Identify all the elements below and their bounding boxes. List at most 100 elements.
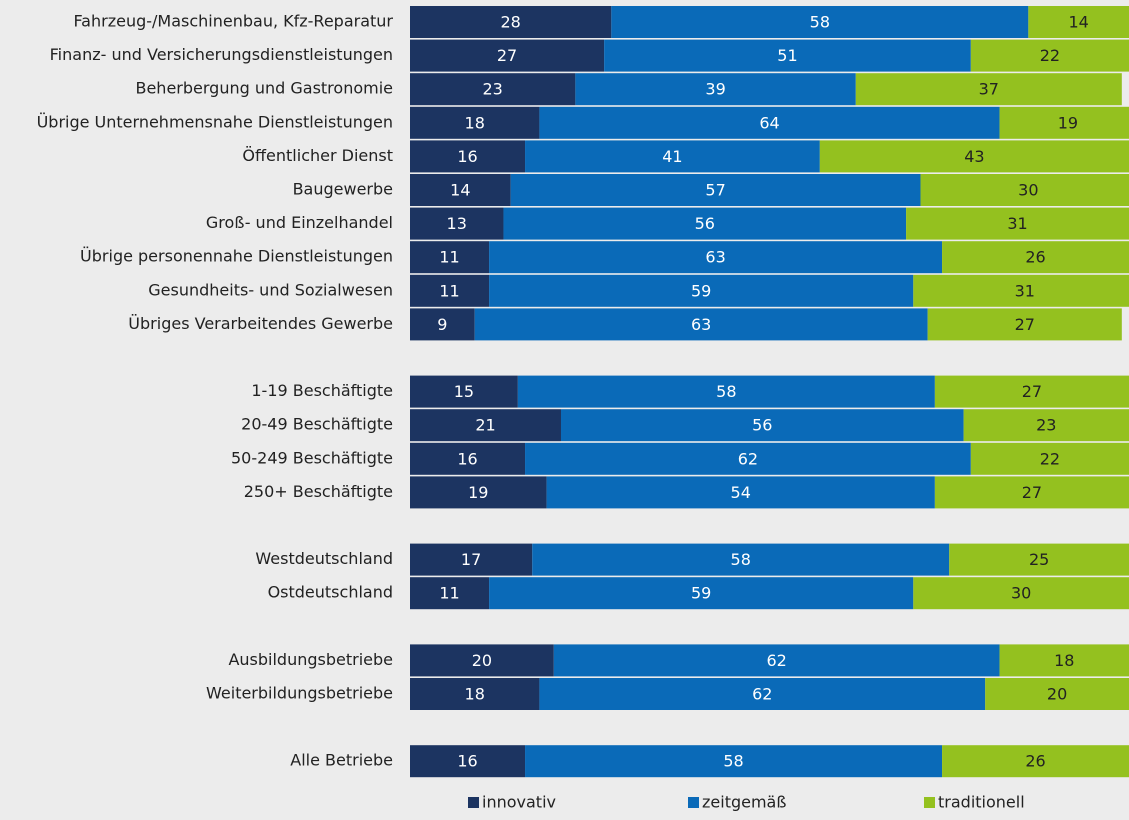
bar-segment (410, 241, 490, 274)
data-label: 15 (454, 382, 474, 401)
bar-segment (949, 543, 1129, 576)
data-label: 30 (1018, 181, 1038, 200)
y-tick-label: Fahrzeug-/Maschinenbau, Kfz-Reparatur (73, 12, 393, 31)
bar-segment (999, 644, 1129, 677)
y-tick-label: Öffentlicher Dienst (242, 146, 393, 165)
y-tick-label: Übrige personennahe Dienstleistungen (80, 247, 393, 266)
bar-segment (410, 207, 504, 240)
data-label: 16 (457, 752, 477, 771)
data-label: 18 (465, 685, 485, 704)
data-label: 13 (447, 214, 467, 233)
y-tick-label: Finanz- und Versicherungsdienstleistunge… (50, 45, 393, 64)
bar-segment (999, 106, 1129, 139)
bar-segment (539, 106, 1000, 139)
bar-segment (913, 274, 1129, 307)
data-label: 43 (964, 147, 984, 166)
bar-segment (410, 73, 576, 106)
bar-segment (927, 308, 1122, 341)
data-label: 23 (483, 80, 503, 99)
data-label: 11 (439, 248, 459, 267)
data-label: 11 (439, 584, 459, 603)
data-label: 31 (1015, 281, 1035, 300)
y-tick-label: 250+ Beschäftigte (244, 482, 393, 501)
y-tick-label: Baugewerbe (293, 180, 393, 199)
data-label: 31 (1007, 214, 1027, 233)
bar-segment (920, 174, 1129, 206)
data-label: 26 (1025, 752, 1045, 771)
bar-segment (963, 409, 1129, 442)
data-label: 63 (705, 248, 725, 267)
data-label: 30 (1011, 584, 1031, 603)
data-label: 54 (731, 483, 751, 502)
data-label: 58 (716, 382, 736, 401)
bar-segment (489, 274, 914, 307)
bar-segment (410, 308, 475, 341)
data-label: 56 (752, 416, 772, 435)
bar-segment (410, 678, 540, 710)
bar-segment (410, 106, 540, 139)
data-label: 39 (705, 80, 725, 99)
data-label: 14 (450, 181, 470, 200)
bar-segment (575, 73, 856, 106)
y-tick-label: Gesundheits- und Sozialwesen (148, 280, 393, 299)
bar-segment (517, 375, 935, 408)
bar-segment (942, 241, 1129, 274)
data-label: 27 (497, 46, 517, 65)
data-label: 64 (759, 113, 779, 132)
bar-segment (525, 442, 971, 475)
data-label: 56 (695, 214, 715, 233)
y-tick-label: Übrige Unternehmensnahe Dienstleistungen (37, 112, 393, 131)
bar-segment (970, 442, 1129, 475)
y-tick-label: Ausbildungsbetriebe (228, 650, 393, 669)
legend-swatch (688, 797, 699, 808)
y-tick-label: 1-19 Beschäftigte (251, 381, 393, 400)
bar-segment (410, 140, 526, 173)
data-label: 22 (1040, 46, 1060, 65)
data-label: 9 (437, 315, 447, 334)
data-label: 16 (457, 449, 477, 468)
data-label: 58 (723, 752, 743, 771)
data-label: 59 (691, 281, 711, 300)
data-label: 25 (1029, 550, 1049, 569)
bar-segment (913, 577, 1129, 610)
data-label: 22 (1040, 449, 1060, 468)
bar-segment (942, 745, 1129, 778)
bar-segment (410, 6, 612, 38)
bar-segment (611, 6, 1029, 38)
y-tick-label: Beherbergung und Gastronomie (135, 79, 393, 98)
y-tick-label: Ostdeutschland (268, 583, 393, 602)
data-label: 37 (979, 80, 999, 99)
legend-swatch (924, 797, 935, 808)
data-label: 21 (475, 416, 495, 435)
y-tick-label: 50-249 Beschäftigte (231, 448, 393, 467)
bar-segment (503, 207, 907, 240)
bar-segment (510, 174, 921, 206)
bar-segment (553, 644, 1000, 677)
legend-swatch (468, 797, 479, 808)
data-label: 14 (1068, 13, 1088, 32)
bar-segment (934, 375, 1129, 408)
bar-segment (855, 73, 1122, 106)
bar-segment (539, 678, 986, 710)
y-tick-label: Alle Betriebe (290, 751, 393, 770)
bar-segment (489, 577, 914, 610)
bar-segment (410, 745, 526, 778)
bar-segment (410, 274, 490, 307)
bar-segment (985, 678, 1129, 710)
data-label: 16 (457, 147, 477, 166)
bar-segment (906, 207, 1129, 240)
data-label: 18 (465, 113, 485, 132)
bar-segment (532, 543, 950, 576)
data-label: 26 (1025, 248, 1045, 267)
bar-segment (546, 476, 935, 509)
legend-label: innovativ (482, 793, 556, 812)
data-label: 23 (1036, 416, 1056, 435)
data-label: 20 (472, 651, 492, 670)
bar-segment (934, 476, 1129, 509)
bar-segment (560, 409, 964, 442)
y-tick-label: Weiterbildungsbetriebe (206, 684, 393, 703)
data-label: 28 (500, 13, 520, 32)
data-label: 51 (777, 46, 797, 65)
data-label: 63 (691, 315, 711, 334)
